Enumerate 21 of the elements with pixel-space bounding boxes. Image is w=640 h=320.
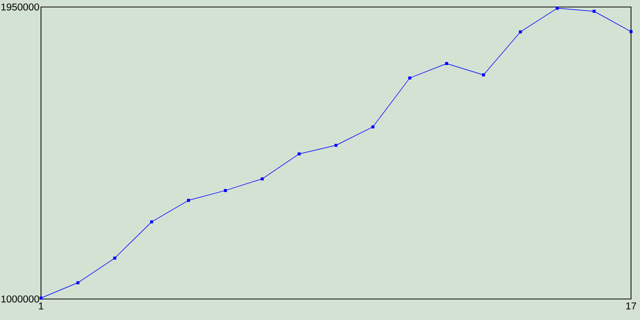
point	[518, 30, 522, 34]
y-tick-label: 1000000	[1, 295, 40, 303]
point	[187, 198, 190, 202]
point	[556, 6, 559, 10]
point	[298, 152, 301, 156]
point	[113, 256, 116, 260]
point	[371, 125, 374, 128]
point	[592, 10, 596, 13]
point	[224, 189, 227, 192]
point	[76, 281, 80, 284]
y-tick-label: 1950000	[1, 3, 40, 11]
point	[260, 177, 264, 180]
point	[150, 220, 154, 224]
x-tick-label: 1	[39, 302, 44, 310]
point	[445, 62, 448, 66]
point	[334, 144, 338, 147]
point	[482, 73, 486, 76]
point	[630, 30, 633, 34]
x-tick-label: 17	[626, 302, 636, 310]
point	[408, 76, 412, 80]
point	[40, 296, 42, 300]
